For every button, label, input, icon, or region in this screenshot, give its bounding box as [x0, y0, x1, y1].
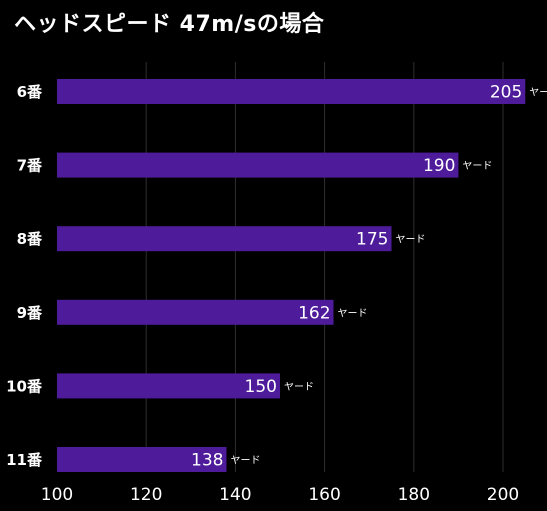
bar	[57, 373, 280, 399]
bar-unit-label: ヤード	[462, 161, 492, 172]
bar-value-label: 205	[490, 83, 522, 103]
x-tick-label: 100	[41, 485, 73, 505]
bar-value-label: 162	[298, 303, 330, 323]
category-label: 11番	[6, 451, 43, 469]
category-label: 8番	[17, 230, 43, 248]
bar-unit-label: ヤード	[396, 235, 426, 246]
category-label: 7番	[17, 157, 43, 175]
x-tick-label: 180	[398, 485, 430, 505]
bar-value-label: 190	[423, 156, 455, 176]
bar-unit-label: ヤード	[529, 88, 547, 99]
bar-value-label: 175	[356, 230, 388, 250]
bar-value-label: 150	[245, 377, 277, 397]
bar	[57, 299, 334, 325]
bar	[57, 226, 392, 252]
category-label: 10番	[6, 377, 43, 395]
category-labels: 6番 7番 8番 9番 10番 11番	[6, 83, 43, 469]
chart-title: ヘッドスピード 47m/sの場合	[14, 12, 325, 37]
x-tick-label: 160	[308, 485, 340, 505]
bar	[57, 152, 459, 178]
bar-unit-label: ヤード	[338, 308, 368, 319]
bars: 205 ヤード 190 ヤード 175 ヤード 162 ヤード 150 ヤード 138 ヤード	[57, 79, 547, 472]
category-label: 9番	[17, 304, 43, 322]
x-axis-tick-labels: 100 120 140 160 180 200	[41, 485, 519, 505]
category-label: 6番	[17, 83, 43, 101]
bar	[57, 447, 227, 472]
x-tick-label: 200	[487, 485, 519, 505]
bar	[57, 79, 526, 104]
x-tick-label: 120	[130, 485, 162, 505]
grid-lines	[145, 62, 504, 472]
x-tick-label: 140	[219, 485, 251, 505]
bar-unit-label: ヤード	[284, 382, 314, 393]
bar-value-label: 138	[191, 451, 223, 471]
bar-unit-label: ヤード	[230, 456, 260, 467]
